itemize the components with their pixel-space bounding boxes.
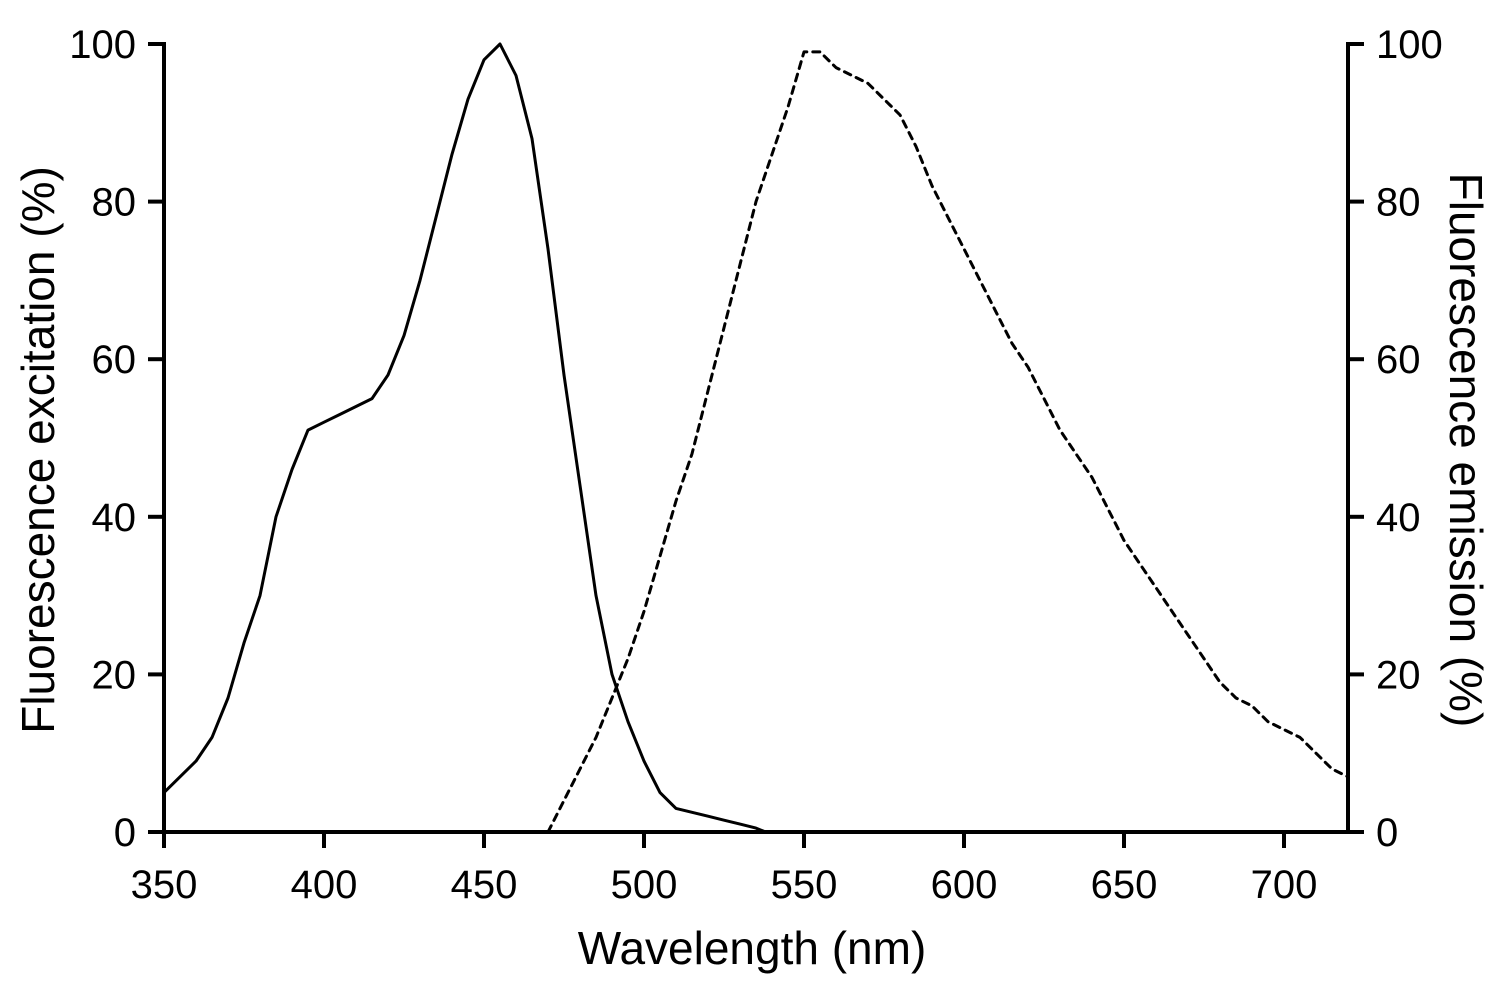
x-tick-label: 350 xyxy=(131,863,198,907)
x-tick-label: 650 xyxy=(1091,863,1158,907)
left-y-tick-label: 100 xyxy=(69,23,136,67)
left-y-tick-label: 0 xyxy=(114,811,136,855)
left-y-tick-label: 80 xyxy=(92,181,137,225)
right-y-axis-title: Fluorescence emission (%) xyxy=(1440,173,1492,728)
axes xyxy=(162,42,1350,834)
x-tick-label: 500 xyxy=(611,863,678,907)
right-y-tick-label: 0 xyxy=(1376,811,1398,855)
x-tick-label: 700 xyxy=(1251,863,1318,907)
x-tick-label: 550 xyxy=(771,863,838,907)
x-tick-label: 400 xyxy=(291,863,358,907)
right-y-tick-label: 20 xyxy=(1376,653,1421,697)
left-y-ticks: 0 20 40 60 80 100 xyxy=(69,23,164,855)
left-y-tick-label: 40 xyxy=(92,496,137,540)
series-group xyxy=(162,42,1350,834)
left-y-tick-label: 20 xyxy=(92,653,137,697)
right-y-ticks: 0 20 40 60 80 100 xyxy=(1348,23,1443,855)
excitation-series-line xyxy=(162,42,1350,834)
x-axis-title: Wavelength (nm) xyxy=(578,922,927,974)
emission-series-line xyxy=(546,50,1350,834)
x-tick-label: 450 xyxy=(451,863,518,907)
x-tick-label: 600 xyxy=(931,863,998,907)
right-y-tick-label: 100 xyxy=(1376,23,1443,67)
x-ticks: 350 400 450 500 550 600 650 700 xyxy=(131,832,1318,907)
right-y-tick-label: 60 xyxy=(1376,338,1421,382)
left-y-axis-title: Fluorescence excitation (%) xyxy=(12,166,64,734)
right-y-tick-label: 80 xyxy=(1376,181,1421,225)
left-y-tick-label: 60 xyxy=(92,338,137,382)
right-y-tick-label: 40 xyxy=(1376,496,1421,540)
